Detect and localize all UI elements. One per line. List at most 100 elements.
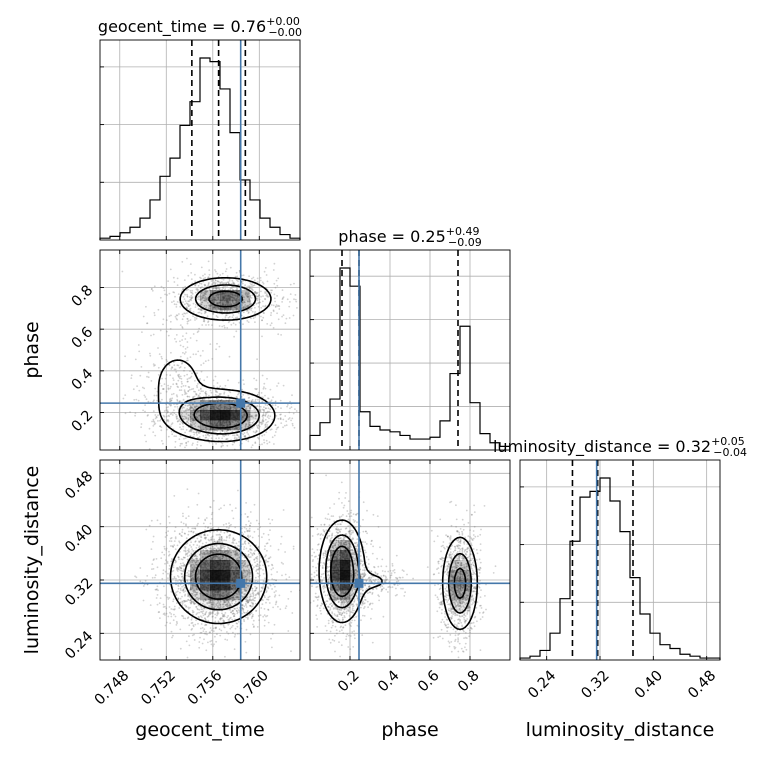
density-cell — [180, 400, 191, 411]
sample-point — [173, 368, 176, 371]
sample-point — [166, 621, 168, 624]
sample-point — [210, 304, 213, 306]
sample-point — [213, 281, 216, 283]
sample-point — [185, 421, 188, 424]
sample-point — [251, 421, 254, 424]
sample-point — [185, 413, 188, 415]
sample-point — [236, 296, 239, 298]
density-cell — [230, 410, 241, 421]
sample-point — [232, 297, 235, 300]
sample-point — [154, 414, 157, 416]
sample-point — [200, 444, 202, 447]
sample-point — [282, 297, 284, 300]
sample-point — [189, 429, 192, 431]
sample-point — [198, 545, 201, 547]
sample-point — [167, 414, 170, 417]
sample-point — [129, 411, 132, 413]
sample-point — [169, 622, 172, 625]
sample-point — [200, 312, 203, 315]
sample-point — [254, 576, 257, 579]
sample-point — [179, 426, 181, 429]
sample-point — [262, 417, 265, 419]
sample-point — [250, 317, 252, 320]
sample-point — [226, 300, 229, 303]
sample-point — [196, 386, 199, 389]
sample-point — [282, 509, 285, 511]
sample-point — [244, 640, 247, 643]
sample-point — [184, 416, 187, 418]
sample-point — [264, 407, 267, 410]
sample-point — [203, 312, 206, 315]
sample-point — [153, 285, 156, 288]
sample-point — [168, 315, 171, 317]
sample-point — [214, 389, 217, 392]
sample-point — [176, 420, 179, 423]
contours — [157, 277, 276, 443]
grid-luminosity_distance — [520, 460, 720, 660]
sample-point — [221, 442, 224, 445]
sample-point — [220, 310, 222, 313]
sample-point — [279, 399, 282, 402]
sample-point — [167, 387, 170, 390]
sample-point — [146, 414, 149, 417]
sample-point — [261, 422, 264, 425]
sample-point — [263, 624, 266, 627]
sample-point — [259, 614, 262, 617]
sample-point — [277, 333, 280, 336]
sample-point — [197, 330, 200, 332]
sample-point — [206, 616, 209, 618]
sample-point — [194, 379, 196, 382]
density-cell — [200, 290, 211, 301]
sample-point — [184, 348, 187, 350]
sample-point — [193, 578, 196, 581]
sample-point — [210, 391, 213, 394]
sample-point — [180, 428, 183, 431]
sample-point — [247, 420, 249, 422]
sample-point — [181, 261, 184, 263]
panel-content — [100, 460, 300, 660]
sample-point — [227, 615, 230, 617]
sample-point — [188, 308, 191, 311]
sample-point — [225, 300, 228, 303]
sample-point — [220, 445, 223, 447]
density-cell — [250, 410, 261, 421]
sample-point — [181, 406, 184, 409]
sample-point — [195, 317, 198, 320]
sample-point — [230, 406, 232, 408]
sample-point — [190, 375, 193, 378]
sample-point — [216, 272, 219, 275]
sample-point — [199, 592, 201, 595]
sample-point — [182, 515, 184, 518]
sample-point — [197, 289, 200, 291]
sample-point — [247, 568, 250, 571]
sample-point — [254, 311, 257, 313]
sample-point — [224, 405, 227, 408]
sample-point — [250, 400, 253, 403]
sample-point — [210, 536, 213, 539]
sample-point — [179, 442, 182, 445]
sample-point — [257, 437, 260, 440]
sample-point — [213, 408, 216, 410]
sample-point — [181, 573, 183, 575]
sample-point — [233, 441, 236, 444]
sample-point — [248, 416, 250, 419]
sample-point — [183, 546, 186, 548]
sample-point — [277, 605, 279, 608]
sample-point — [237, 590, 240, 593]
sample-point — [167, 419, 170, 421]
sample-point — [153, 365, 155, 367]
sample-point — [267, 420, 269, 423]
sample-point — [243, 300, 246, 303]
sample-point — [175, 620, 178, 623]
sample-point — [234, 306, 237, 309]
sample-point — [186, 296, 189, 298]
sample-point — [234, 633, 237, 636]
sample-point — [260, 315, 262, 318]
sample-point — [230, 293, 233, 295]
sample-point — [176, 406, 179, 408]
sample-point — [165, 549, 168, 551]
sample-point — [248, 303, 251, 306]
sample-point — [204, 292, 207, 294]
sample-point — [203, 299, 206, 302]
sample-point — [233, 283, 236, 285]
